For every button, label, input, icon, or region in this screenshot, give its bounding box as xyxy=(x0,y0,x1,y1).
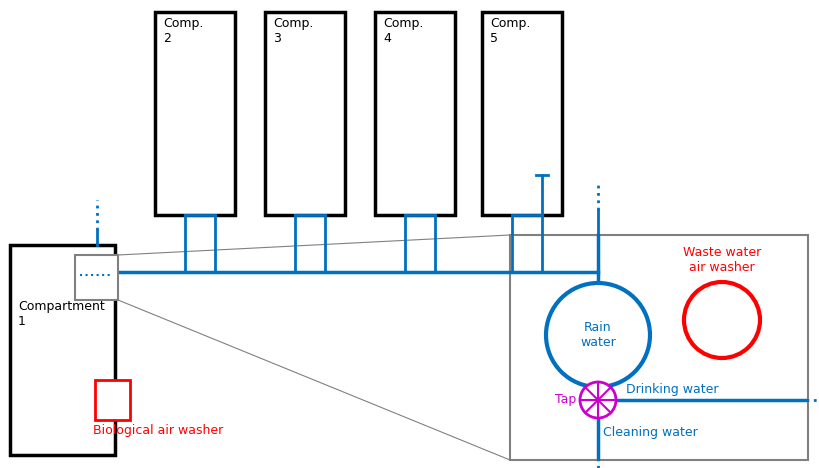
Text: Comp.
3: Comp. 3 xyxy=(273,17,313,45)
Circle shape xyxy=(545,283,649,387)
Bar xyxy=(482,12,561,215)
Bar xyxy=(95,380,130,420)
Text: Tap: Tap xyxy=(554,394,575,407)
Text: Compartment
1: Compartment 1 xyxy=(18,300,105,328)
Text: Comp.
4: Comp. 4 xyxy=(382,17,423,45)
Text: Comp.
5: Comp. 5 xyxy=(490,17,530,45)
Bar xyxy=(374,12,455,215)
Circle shape xyxy=(683,282,759,358)
Text: Rain
water: Rain water xyxy=(579,321,615,349)
Circle shape xyxy=(579,382,615,418)
Bar xyxy=(155,12,235,215)
Bar xyxy=(75,255,118,300)
Bar xyxy=(265,12,345,215)
Text: Biological air washer: Biological air washer xyxy=(93,424,223,437)
Text: Comp.
2: Comp. 2 xyxy=(163,17,203,45)
Text: Drinking water: Drinking water xyxy=(625,383,717,396)
Text: Waste water
air washer: Waste water air washer xyxy=(682,246,760,274)
Bar xyxy=(509,235,807,460)
Text: Cleaning water: Cleaning water xyxy=(602,426,697,439)
Bar xyxy=(10,245,115,455)
